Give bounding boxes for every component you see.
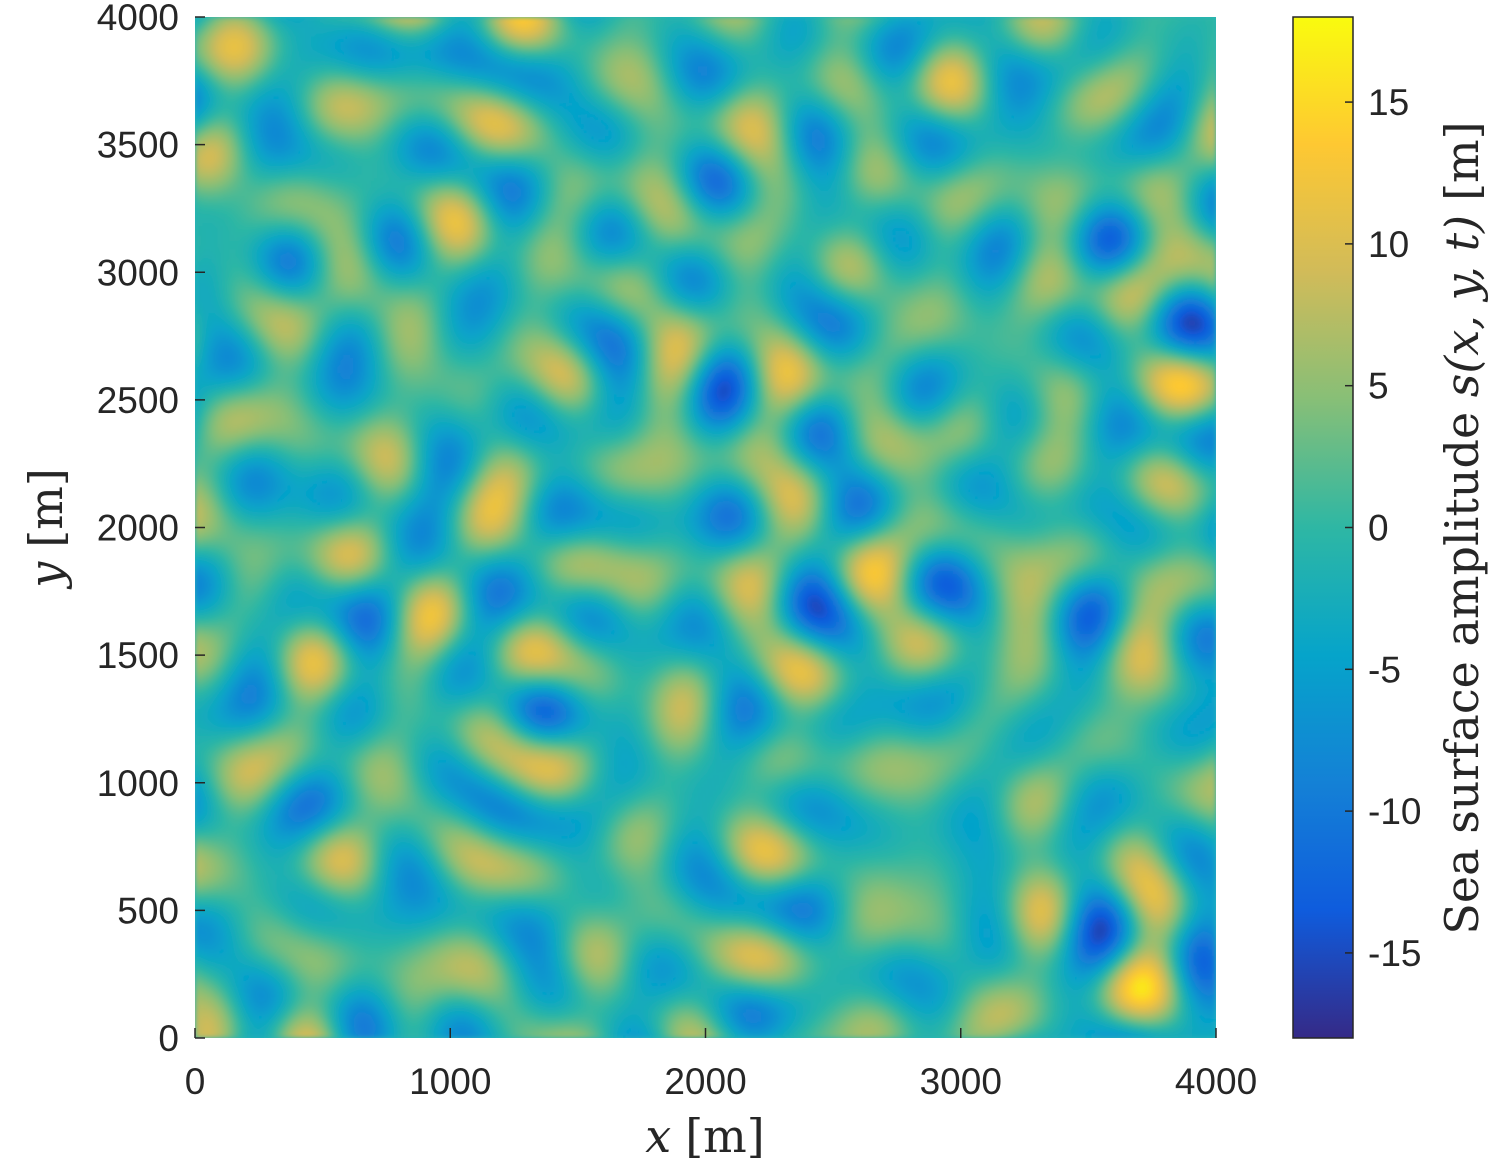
colorbar-gradient xyxy=(1292,16,1354,1039)
colorbar-label: Sea surface amplitude s(x, y, t)[m] xyxy=(1435,121,1489,934)
y-tick-label: 2000 xyxy=(97,508,179,549)
heatmap-image xyxy=(195,17,1216,1038)
colorbar-tick-label: 15 xyxy=(1368,82,1409,123)
colorbar-tick-label: -10 xyxy=(1368,791,1421,832)
y-axis-label: y[m] xyxy=(19,468,73,590)
y-tick-label: 1000 xyxy=(97,763,179,804)
x-tick-label: 1000 xyxy=(409,1061,491,1102)
x-tick-label: 2000 xyxy=(664,1061,746,1102)
colorbar-tick-label: 10 xyxy=(1368,224,1409,265)
heatmap-field xyxy=(195,17,1216,1038)
colorbar-tick-label: -15 xyxy=(1368,933,1421,974)
y-tick-label: 0 xyxy=(158,1018,179,1059)
x-tick-label: 0 xyxy=(185,1061,206,1102)
y-tick-label: 3500 xyxy=(97,125,179,166)
colorbar-tick-label: -5 xyxy=(1368,649,1401,690)
y-tick-label: 4000 xyxy=(97,0,179,38)
x-axis: 0 1000 2000 3000 4000 xyxy=(185,1028,1257,1102)
colorbar-ticks: -15 -10 -5 0 5 10 15 xyxy=(1345,82,1421,974)
y-axis: 0 500 1000 1500 2000 2500 3000 3500 4000 xyxy=(97,0,205,1059)
y-tick-label: 1500 xyxy=(97,635,179,676)
x-tick-label: 4000 xyxy=(1175,1061,1257,1102)
y-tick-label: 500 xyxy=(117,890,179,931)
y-tick-label: 3000 xyxy=(97,252,179,293)
y-tick-label: 2500 xyxy=(97,380,179,421)
colorbar: -15 -10 -5 0 5 10 15 Sea surface amplitude s(x… xyxy=(1292,16,1489,1039)
colorbar-tick-label: 5 xyxy=(1368,366,1389,407)
x-tick-label: 3000 xyxy=(920,1061,1002,1102)
x-axis-label: x [m] xyxy=(645,1109,764,1163)
colorbar-tick-label: 0 xyxy=(1368,508,1389,549)
